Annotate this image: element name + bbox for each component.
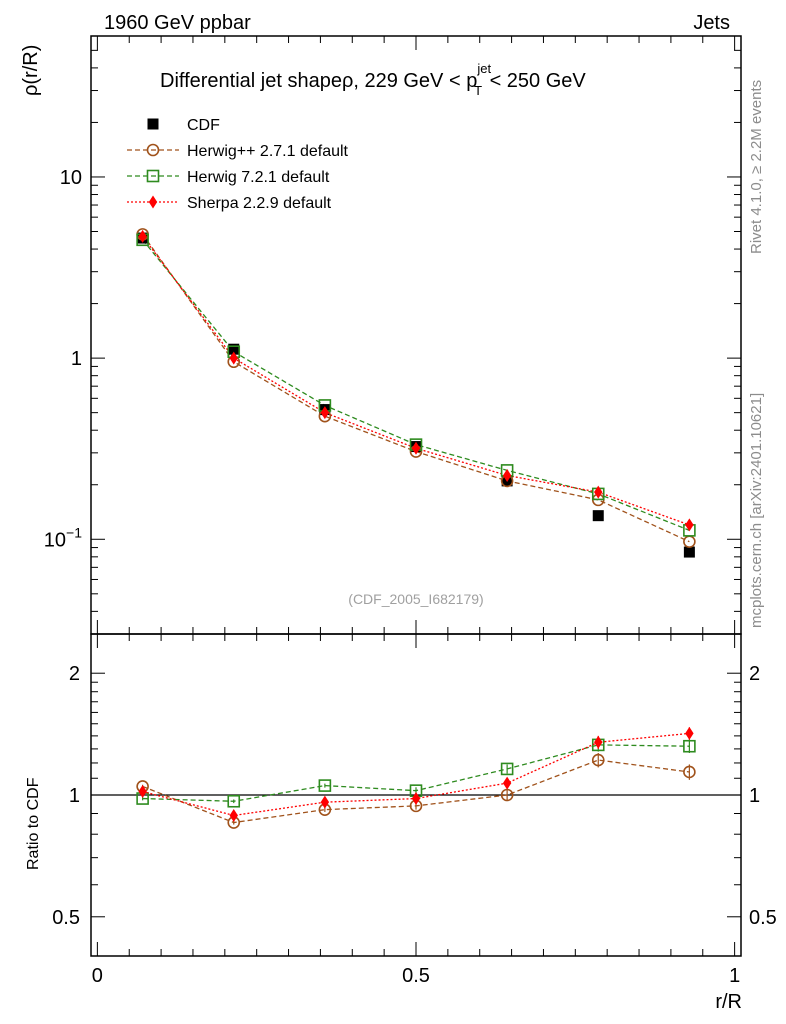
ratio-point [594, 735, 603, 749]
energy-label: 1960 GeV ppbar [104, 12, 251, 34]
cdf-data-point [228, 343, 240, 355]
mcplots-label: mcplots.cern.ch [arXiv:2401.10621] [748, 393, 765, 628]
mc-data-point [594, 485, 603, 499]
y-tick-label: 1 [71, 348, 82, 370]
legend: CDF Herwig++ 2.7.1 default Herwig 7.2.1 de… [127, 117, 349, 212]
mc-data-point [411, 441, 421, 455]
legend-label: Herwig++ 2.7.1 default [187, 143, 349, 160]
ratio-point [500, 762, 514, 776]
x-tick-label: 0.5 [402, 965, 430, 987]
legend-marker [148, 195, 158, 209]
mc-data-point [229, 351, 238, 365]
ratio-tick-label-right: 0.5 [749, 907, 777, 929]
analysis-id: (CDF_2005_I682179) [348, 591, 483, 607]
legend-label: Herwig 7.2.1 default [187, 169, 330, 186]
legend-marker [146, 143, 160, 157]
ratio-point [591, 753, 605, 767]
cdf-data-point [683, 546, 695, 558]
y-axis-label-top: ρ(r/R) [20, 45, 42, 96]
ratio-point [683, 765, 696, 779]
series-line [142, 235, 690, 526]
ratio-point [320, 795, 330, 809]
ratio-tick-label: 2 [69, 663, 80, 685]
x-tick-label: 0 [92, 965, 103, 987]
y-tick-label: 10 [60, 167, 82, 189]
ratio-point [138, 785, 147, 799]
cdf-data-point [592, 510, 604, 522]
legend-label: Sherpa 2.2.9 default [187, 195, 332, 212]
legend-label: CDF [187, 117, 220, 134]
mc-data-point [685, 518, 694, 532]
legend-marker [146, 169, 160, 183]
ratio-tick-label-right: 1 [749, 785, 760, 807]
ratio-point [318, 779, 332, 792]
ratio-point [227, 794, 241, 808]
mc-data-point [502, 468, 512, 482]
ratio-tick-label: 1 [69, 785, 80, 807]
axes-group: 0 0.5 1 10−1 1 10 0.5 0.5 1 1 2 2 [44, 35, 777, 987]
ratio-tick-label-right: 2 [749, 663, 760, 685]
y-tick-label: 10−1 [44, 524, 82, 551]
mc-data-point [138, 229, 147, 243]
series-line [142, 239, 690, 531]
rivet-version-label: Rivet 4.1.0, ≥ 2.2M events [748, 80, 765, 254]
ratio-point [685, 726, 694, 740]
x-tick-label: 1 [729, 965, 740, 987]
ratio-point [502, 776, 512, 790]
y-axis-label-bottom: Ratio to CDF [25, 777, 42, 870]
ratio-point [683, 739, 696, 753]
chart-title: Differential jet shapeρ, 229 GeV < pjet T… [160, 61, 586, 98]
ratio-tick-label: 0.5 [52, 907, 80, 929]
ratio-point [411, 792, 421, 806]
legend-marker [147, 118, 159, 130]
x-axis-label: r/R [715, 991, 742, 1013]
ratio-point [229, 808, 238, 822]
jets-label: Jets [693, 12, 730, 34]
mc-data-point [320, 406, 330, 420]
data-marks [136, 228, 696, 829]
